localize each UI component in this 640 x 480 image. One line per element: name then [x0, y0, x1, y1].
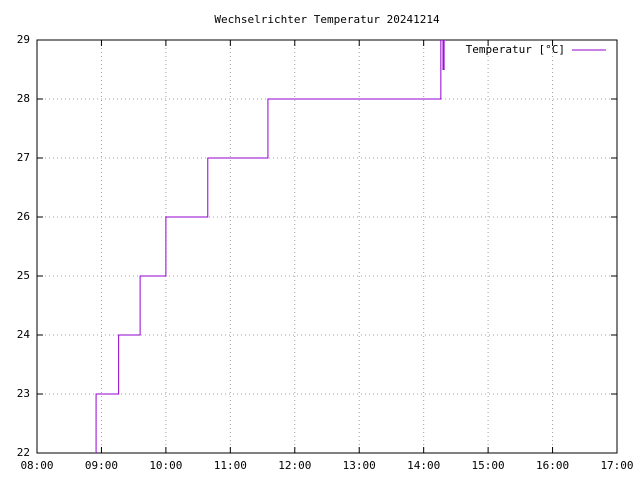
y-tick-label: 24 [17, 328, 31, 341]
chart-title: Wechselrichter Temperatur 20241214 [214, 13, 440, 26]
plot-border [36, 39, 618, 454]
y-tick-label: 25 [17, 269, 30, 282]
legend-label: Temperatur [°C] [466, 43, 565, 56]
y-tick-label: 26 [17, 210, 30, 223]
x-tick-label: 16:00 [536, 459, 569, 472]
x-tick-label: 17:00 [600, 459, 633, 472]
y-tick-label: 27 [17, 151, 30, 164]
y-tick-label: 28 [17, 92, 30, 105]
x-tick-label: 08:00 [20, 459, 53, 472]
x-tick-label: 12:00 [278, 459, 311, 472]
y-tick-label: 23 [17, 387, 30, 400]
x-tick-label: 11:00 [214, 459, 247, 472]
x-tick-label: 09:00 [85, 459, 118, 472]
y-tick-label: 22 [17, 446, 30, 459]
y-tick-label: 29 [17, 33, 30, 46]
x-tick-label: 15:00 [472, 459, 505, 472]
data-line [95, 40, 446, 453]
x-tick-label: 14:00 [407, 459, 440, 472]
x-tick-label: 10:00 [149, 459, 182, 472]
x-tick-label: 13:00 [343, 459, 376, 472]
